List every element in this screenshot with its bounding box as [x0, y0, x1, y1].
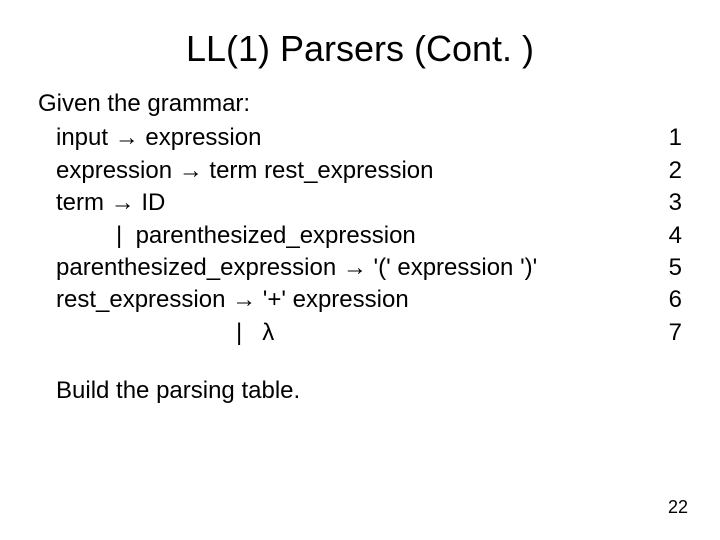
- intro-text: Given the grammar:: [38, 88, 682, 120]
- grammar-rule: input → expression 1: [56, 122, 682, 154]
- grammar-rule: expression → term rest_expression 2: [56, 155, 682, 187]
- rule-text: input → expression: [56, 122, 261, 154]
- rule-text: parenthesized_expression → '(' expressio…: [56, 252, 537, 284]
- grammar-rule: | parenthesized_expression 4: [56, 220, 682, 252]
- page-number: 22: [668, 497, 688, 518]
- slide-title: LL(1) Parsers (Cont. ): [0, 0, 720, 88]
- rule-text: rest_expression → '+' expression: [56, 284, 409, 316]
- slide-body: Given the grammar: input → expression 1 …: [0, 88, 720, 408]
- grammar-rule: | λ 7: [56, 317, 682, 349]
- slide: LL(1) Parsers (Cont. ) Given the grammar…: [0, 0, 720, 540]
- closing-text: Build the parsing table.: [38, 375, 682, 407]
- rule-text: term → ID: [56, 187, 165, 219]
- grammar-rule: term → ID 3: [56, 187, 682, 219]
- rule-number: 7: [652, 317, 682, 349]
- rule-text: | λ: [56, 317, 274, 349]
- rule-text: | parenthesized_expression: [56, 220, 416, 252]
- rule-number: 4: [652, 220, 682, 252]
- grammar-rules: input → expression 1 expression → term r…: [38, 122, 682, 349]
- rule-text: expression → term rest_expression: [56, 155, 433, 187]
- grammar-rule: rest_expression → '+' expression 6: [56, 284, 682, 316]
- grammar-rule: parenthesized_expression → '(' expressio…: [56, 252, 682, 284]
- rule-number: 3: [652, 187, 682, 219]
- rule-number: 2: [652, 155, 682, 187]
- rule-number: 1: [652, 122, 682, 154]
- rule-number: 5: [652, 252, 682, 284]
- rule-number: 6: [652, 284, 682, 316]
